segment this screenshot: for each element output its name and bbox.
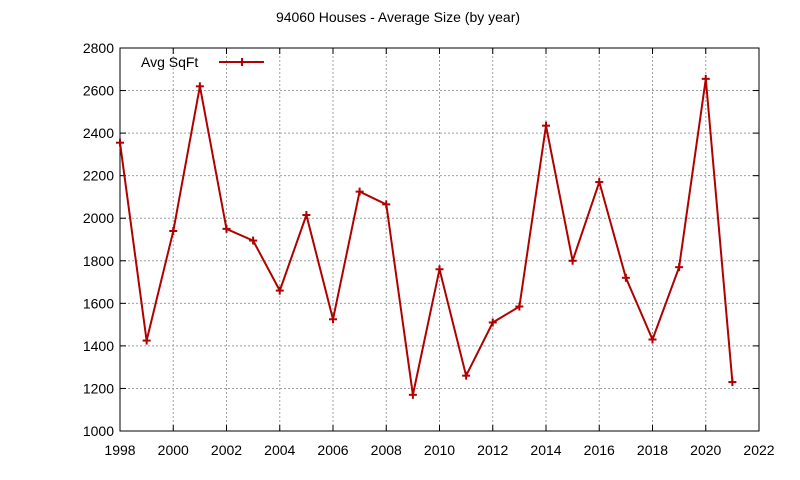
data-point	[116, 138, 124, 147]
data-point	[515, 302, 524, 311]
data-point	[435, 265, 444, 274]
y-tick-label: 2600	[83, 83, 114, 99]
x-tick-label: 2018	[637, 442, 668, 458]
y-tick-label: 1400	[83, 338, 114, 354]
series-layer	[116, 74, 737, 399]
chart-title: 94060 Houses - Average Size (by year)	[276, 9, 520, 25]
data-point	[302, 211, 311, 220]
y-tick-label: 2000	[83, 210, 114, 226]
y-tick-label: 1800	[83, 253, 114, 269]
data-point	[169, 226, 178, 235]
data-point	[462, 371, 471, 380]
data-point	[195, 82, 204, 91]
y-tick-label: 2400	[83, 125, 114, 141]
data-point	[621, 273, 630, 282]
data-point	[382, 200, 391, 209]
legend: Avg SqFt	[141, 54, 264, 70]
x-tick-label: 2004	[264, 442, 295, 458]
data-point	[488, 318, 497, 327]
data-point	[408, 390, 417, 399]
data-point	[568, 256, 577, 265]
data-point	[275, 286, 284, 295]
x-tick-label: 2002	[211, 442, 242, 458]
data-point	[675, 263, 684, 272]
x-tick-label: 2014	[530, 442, 561, 458]
series-line-avg-sqft	[119, 78, 734, 396]
y-tick-label: 2200	[83, 168, 114, 184]
data-point	[728, 378, 737, 387]
y-tick-label: 1000	[83, 423, 114, 439]
x-tick-label: 2010	[424, 442, 455, 458]
x-tick-label: 2000	[158, 442, 189, 458]
x-tick-label: 1998	[104, 442, 135, 458]
x-tick-label: 2020	[690, 442, 721, 458]
data-point	[355, 187, 364, 196]
data-point	[542, 121, 550, 130]
grid	[120, 48, 759, 431]
data-point	[222, 224, 231, 233]
data-point	[648, 335, 657, 344]
x-tick-label: 2016	[584, 442, 615, 458]
tick-labels: 1000 1200 1400 1600 1800 2000 2200 2400 2600 2800…	[83, 40, 775, 458]
x-tick-label: 2006	[317, 442, 348, 458]
data-point	[142, 336, 151, 345]
x-tick-label: 2012	[477, 442, 508, 458]
y-tick-label: 1600	[83, 295, 114, 311]
y-tick-label: 2800	[83, 40, 114, 56]
x-tick-label: 2022	[743, 442, 774, 458]
x-tick-label: 2008	[371, 442, 402, 458]
legend-label-avg-sqft: Avg SqFt	[141, 54, 198, 70]
data-point	[595, 178, 604, 187]
data-point	[701, 74, 710, 83]
data-point	[329, 315, 337, 324]
data-point	[249, 236, 258, 245]
y-tick-label: 1200	[83, 380, 114, 396]
